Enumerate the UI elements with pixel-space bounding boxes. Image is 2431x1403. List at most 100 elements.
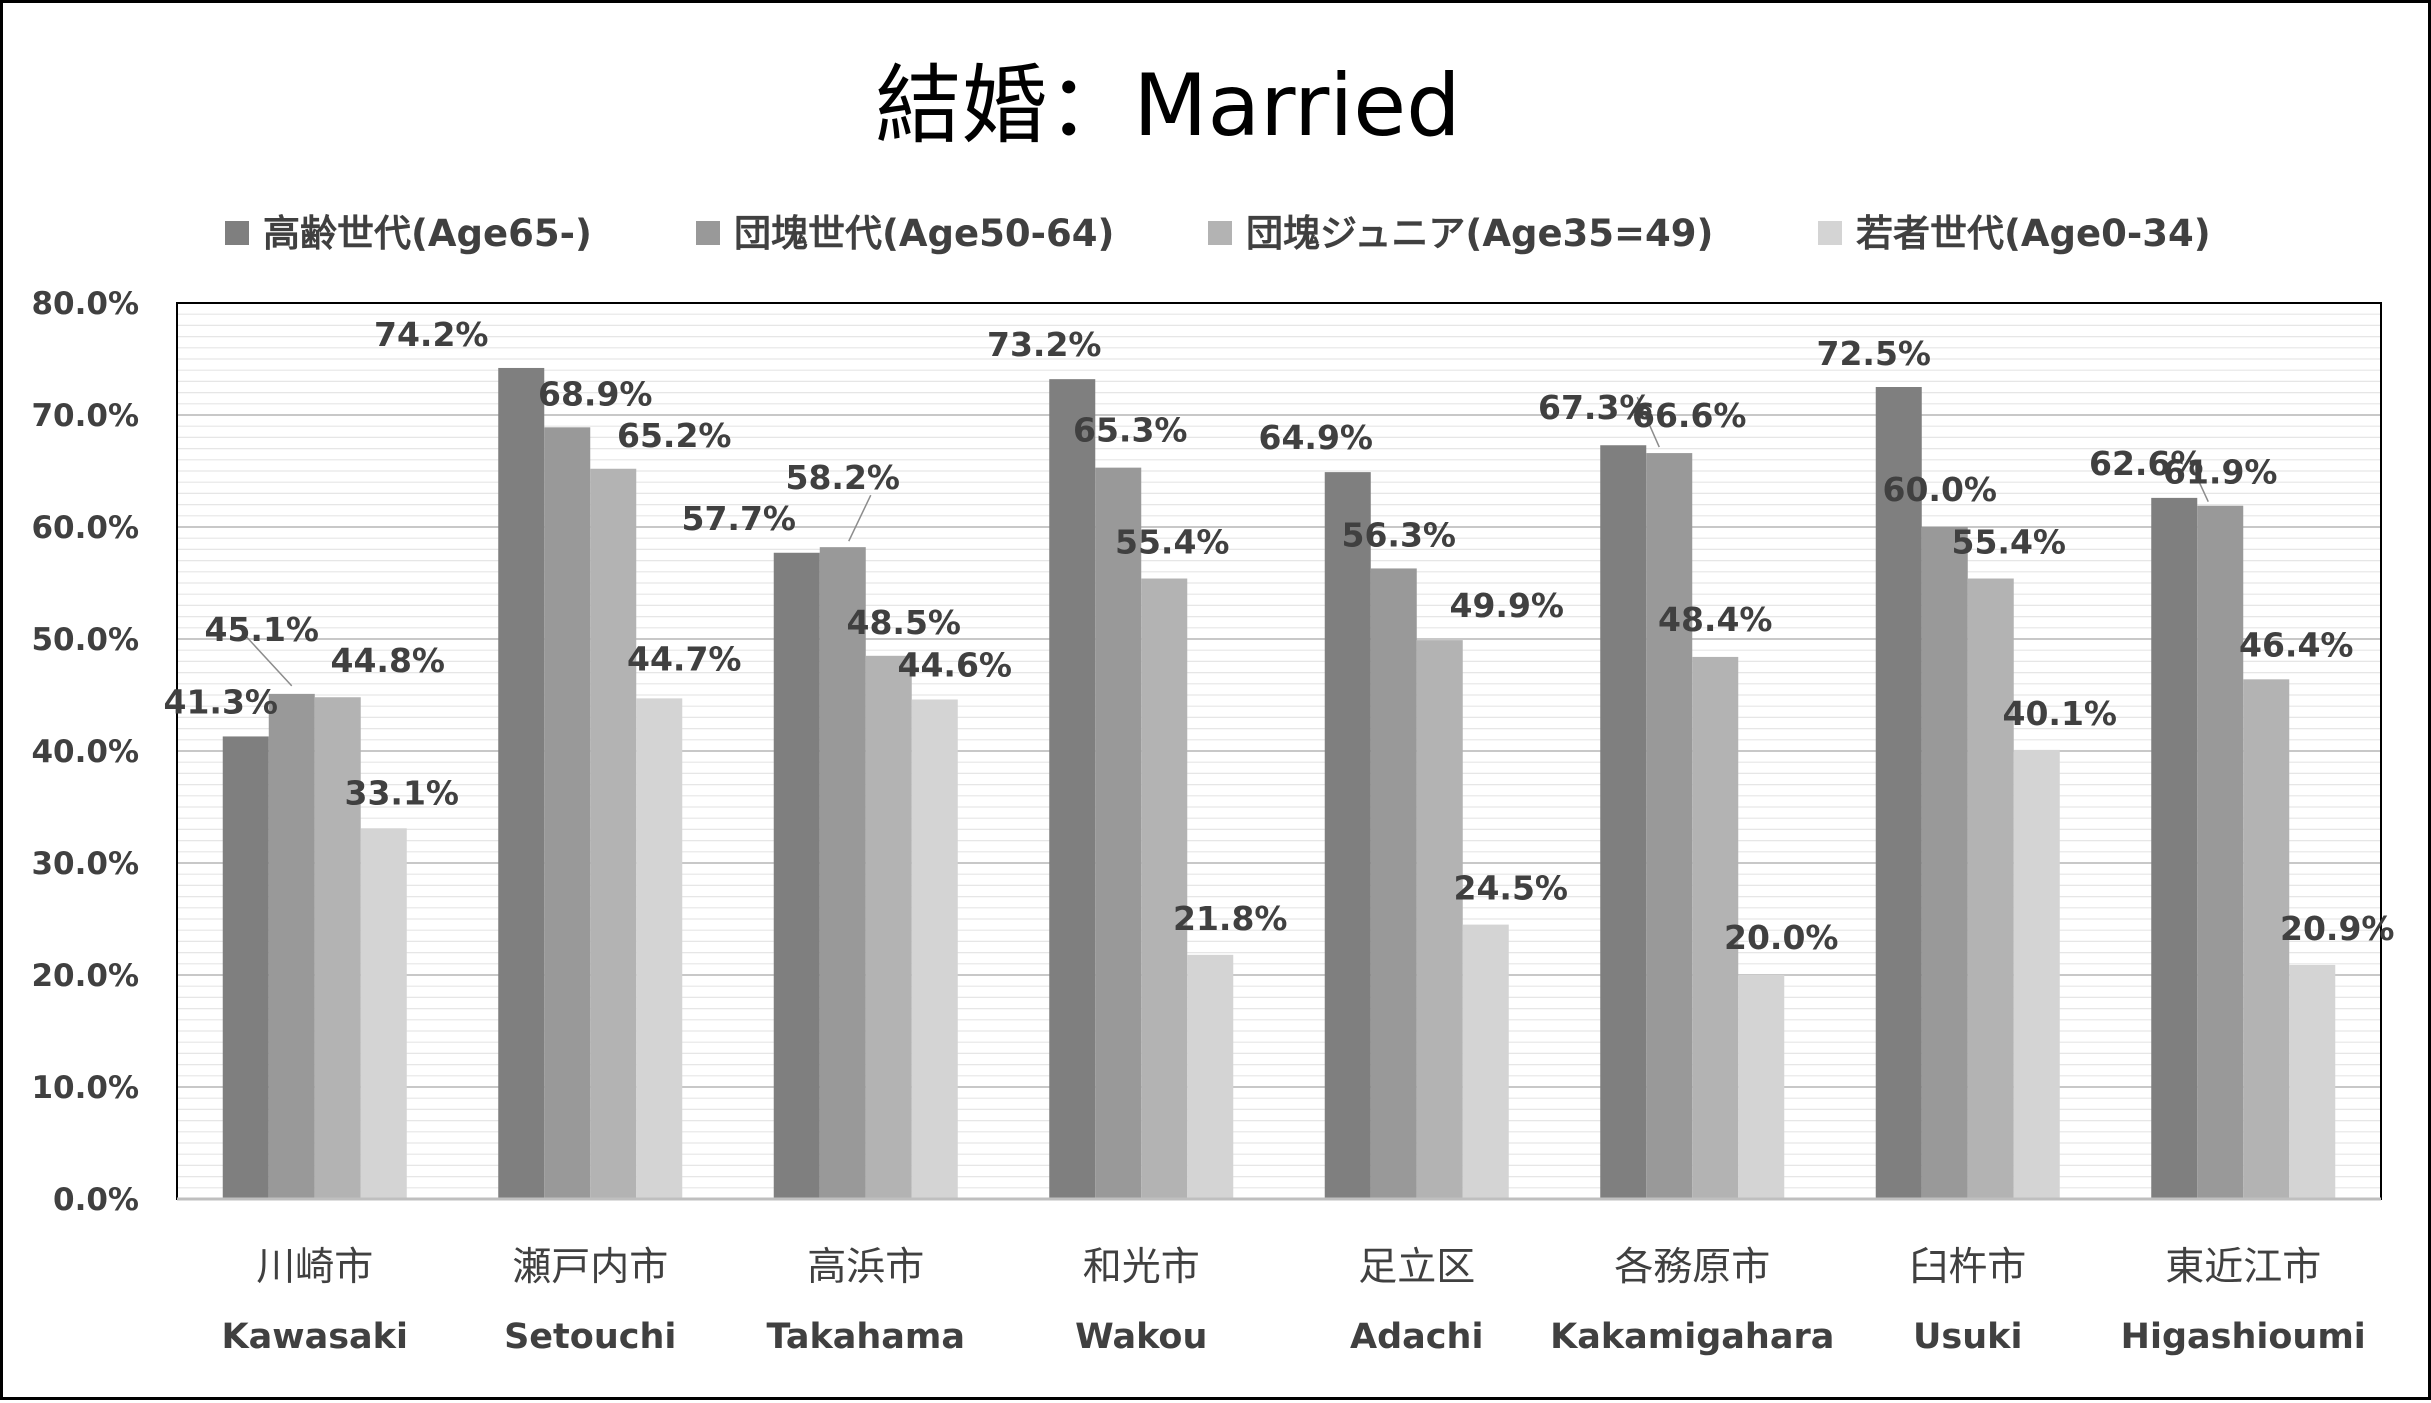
legend-label: 高齢世代(Age65-) [263, 212, 592, 255]
data-label: 65.2% [617, 416, 732, 455]
bar [1600, 445, 1647, 1199]
category-label: 足立区 [1358, 1245, 1475, 1290]
data-label: 56.3% [1342, 515, 1457, 554]
data-label: 40.1% [2003, 694, 2118, 733]
legend: 高齢世代(Age65-) 団塊世代(Age50-64) 団塊ジュニア(Age35=4… [225, 212, 2211, 255]
y-tick-label: 80.0% [31, 286, 139, 322]
data-label: 74.2% [374, 315, 489, 354]
data-label: 21.8% [1173, 899, 1288, 938]
data-label: 44.6% [898, 645, 1013, 684]
data-label: 68.9% [538, 374, 653, 413]
data-label: 55.4% [1115, 523, 1230, 562]
data-label: 41.3% [164, 682, 279, 721]
bar [1462, 924, 1509, 1199]
bar [498, 367, 545, 1200]
data-label: 73.2% [987, 325, 1102, 364]
bar [1875, 387, 1922, 1199]
y-tick-label: 20.0% [31, 958, 139, 994]
data-label: 60.0% [1883, 470, 1998, 509]
bar [865, 655, 912, 1199]
bar [1921, 527, 1968, 1199]
data-label: 64.9% [1259, 418, 1374, 457]
leader-line [1636, 396, 1660, 448]
category-label: 臼杵市 [1909, 1245, 2026, 1290]
data-label: 44.7% [627, 639, 742, 678]
data-label: 72.5% [1817, 334, 1932, 373]
category-label-en: Usuki [1913, 1317, 2022, 1357]
bar [1416, 640, 1463, 1199]
category-label-en: Higashioumi [2121, 1317, 2366, 1357]
legend-label: 若者世代(Age0-34) [1856, 212, 2211, 255]
data-label: 58.2% [786, 458, 901, 497]
data-label: 65.3% [1073, 411, 1188, 450]
data-label: 33.1% [345, 773, 460, 812]
y-tick-label: 10.0% [31, 1070, 139, 1106]
legend-swatch [225, 221, 249, 245]
bar [360, 828, 407, 1199]
legend-swatch [1818, 221, 1842, 245]
bar [1646, 453, 1693, 1200]
data-label: 48.4% [1658, 600, 1773, 639]
bar [1738, 975, 1785, 1199]
data-label: 62.6% [2089, 444, 2204, 483]
data-label: 24.5% [1454, 869, 1569, 908]
bar [819, 547, 866, 1199]
legend-swatch [1208, 221, 1232, 245]
category-label: 高浜市 [807, 1245, 924, 1290]
data-label: 66.6% [1632, 396, 1747, 435]
category-label-en: Kakamigahara [1550, 1317, 1834, 1357]
bar [2013, 749, 2060, 1199]
bar [1187, 954, 1234, 1199]
y-tick-label: 30.0% [31, 846, 139, 882]
data-label: 57.7% [682, 499, 797, 538]
y-tick-label: 0.0% [53, 1182, 139, 1218]
bar [222, 736, 269, 1199]
category-label-en: Setouchi [504, 1317, 676, 1357]
data-label: 48.5% [847, 603, 962, 642]
bar [773, 552, 820, 1199]
category-label-en: Takahama [767, 1317, 966, 1357]
category-label: 東近江市 [2165, 1245, 2321, 1290]
category-label-en: Kawasaki [222, 1317, 408, 1357]
bar [636, 698, 683, 1199]
leader-line [848, 494, 872, 542]
data-label: 20.9% [2280, 909, 2395, 948]
bar [911, 699, 958, 1199]
category-label: 川崎市 [256, 1245, 373, 1290]
data-label: 67.3% [1538, 388, 1653, 427]
y-tick-label: 70.0% [31, 398, 139, 434]
data-label: 49.9% [1450, 586, 1565, 625]
y-tick-label: 60.0% [31, 510, 139, 546]
bar [1095, 467, 1142, 1199]
leader-line [243, 633, 293, 687]
bar [2197, 505, 2244, 1200]
bar [1692, 656, 1739, 1199]
bar [1141, 578, 1188, 1199]
bar [2243, 679, 2290, 1199]
category-label: 和光市 [1083, 1245, 1200, 1290]
data-label: 45.1% [205, 610, 320, 649]
leader-line [2189, 462, 2209, 503]
bar [1967, 578, 2014, 1199]
bar-chart: 結婚：Married 高齢世代(Age65-) 団塊世代(Age50-64) 団塊ジ… [31, 56, 2394, 1357]
category-label: 各務原市 [1614, 1245, 1770, 1290]
category-label-en: Wakou [1075, 1317, 1207, 1357]
plot-area: 0.0% 10.0% 20.0% 30.0% 40.0% 50.0% 60.0% 70.0% 8… [31, 286, 2394, 1357]
bar [1049, 379, 1096, 1199]
category-label-en: Adachi [1350, 1317, 1483, 1357]
data-label: 46.4% [2239, 625, 2354, 664]
bar [1324, 472, 1371, 1199]
category-label: 瀬戸内市 [512, 1245, 668, 1290]
bar [268, 693, 315, 1199]
bar [544, 427, 591, 1199]
bar [590, 468, 637, 1199]
data-label: 61.9% [2163, 453, 2278, 492]
data-label: 55.4% [1952, 523, 2067, 562]
data-label: 44.8% [331, 641, 446, 680]
bar [2289, 964, 2336, 1199]
legend-swatch [696, 221, 720, 245]
bar [1370, 568, 1417, 1199]
legend-label: 団塊ジュニア(Age35=49) [1246, 212, 1713, 255]
legend-label: 団塊世代(Age50-64) [734, 212, 1114, 255]
